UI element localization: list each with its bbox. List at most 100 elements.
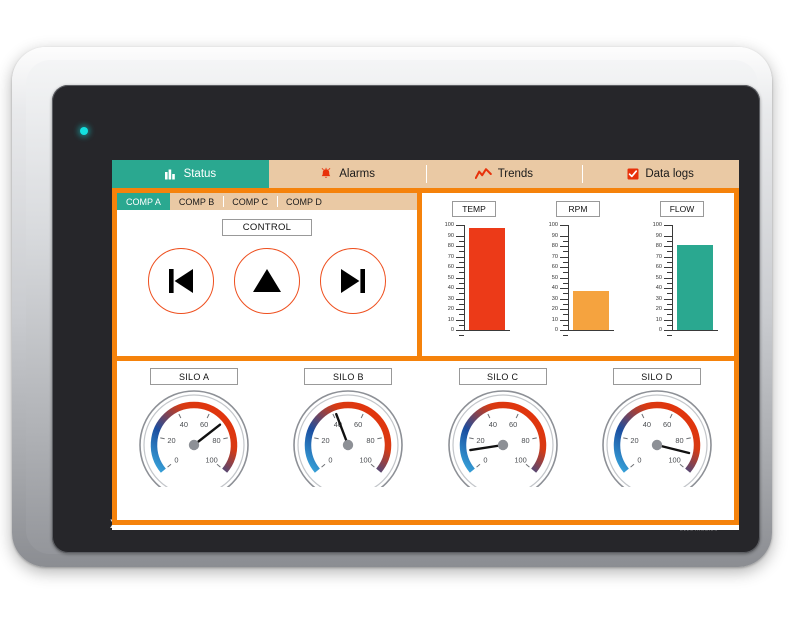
svg-text:100: 100 (514, 455, 526, 464)
svg-text:20: 20 (630, 436, 638, 445)
alarm-bell-icon (319, 167, 333, 181)
svg-text:80: 80 (521, 436, 529, 445)
svg-text:60: 60 (663, 420, 671, 429)
silo-gauge-d-dial: 0 20 40 60 80 100 (587, 389, 727, 500)
tab-trends-label: Trends (497, 168, 534, 180)
control-title: CONTROL (222, 219, 312, 236)
comp-tab-c[interactable]: COMP C (223, 193, 277, 210)
silo-gauge-c: SILO C 0 20 40 60 80 100 (433, 368, 573, 500)
comp-tab-d-label: COMP D (286, 196, 322, 207)
silo-gauge-c-dial: 0 20 40 60 80 100 (433, 389, 573, 500)
svg-text:100: 100 (668, 455, 680, 464)
triangle-up-icon (250, 265, 284, 297)
silo-gauge-b-dial: 0 20 40 60 80 100 (278, 389, 418, 500)
hmi-application: Status Alarms (112, 160, 739, 530)
bar-gauge-temp: TEMP 0 10 20 30 40 50 60 70 80 90 100 (431, 201, 517, 356)
bar-gauge-rpm-bar (573, 291, 609, 330)
comp-tab-a-label: COMP A (126, 196, 161, 207)
control-button-group (117, 248, 417, 314)
comp-tab-b[interactable]: COMP B (170, 193, 223, 210)
svg-text:80: 80 (213, 436, 221, 445)
svg-text:0: 0 (174, 455, 178, 464)
bar-gauge-flow-ticks: 0 10 20 30 40 50 60 70 80 90 100 (646, 222, 672, 337)
svg-text:40: 40 (488, 420, 496, 429)
screen-bezel: X2extreme Beijer ELECTRONICS (52, 85, 760, 553)
main-navbar: Status Alarms (112, 160, 739, 188)
tab-alarms-label: Alarms (339, 168, 376, 180)
bar-gauge-rpm-baseline (568, 330, 614, 332)
power-led-icon (80, 127, 88, 135)
bar-gauge-flow-baseline (672, 330, 718, 332)
svg-text:0: 0 (483, 455, 487, 464)
silo-gauge-d: SILO D 0 20 40 60 80 100 (587, 368, 727, 500)
tab-data-logs-label: Data logs (645, 168, 694, 180)
bar-gauge-flow-axis (672, 225, 674, 330)
content-frame: COMP A COMP B COMP C COMP D (112, 188, 739, 525)
silo-gauge-b-title: SILO B (304, 368, 393, 385)
checkbox-checked-icon (627, 168, 639, 180)
top-row: COMP A COMP B COMP C COMP D (117, 193, 734, 356)
bar-gauge-flow-title: FLOW (660, 201, 704, 217)
svg-text:80: 80 (675, 436, 683, 445)
up-button[interactable] (234, 248, 300, 314)
silo-gauge-b: SILO B 0 20 40 60 80 100 (278, 368, 418, 500)
bar-gauge-rpm: RPM 0 10 20 30 40 50 60 70 80 90 100 (535, 201, 621, 356)
silo-gauge-c-title: SILO C (458, 368, 547, 385)
svg-text:20: 20 (322, 436, 330, 445)
bar-gauge-temp-ticks: 0 10 20 30 40 50 60 70 80 90 100 (438, 222, 464, 337)
vendor-subtitle: ELECTRONICS (680, 528, 718, 533)
comp-tab-d[interactable]: COMP D (277, 193, 331, 210)
comp-tab-filler (331, 193, 417, 210)
svg-text:100: 100 (206, 455, 218, 464)
tab-data-logs[interactable]: Data logs (582, 160, 739, 188)
svg-text:0: 0 (329, 455, 333, 464)
svg-text:0: 0 (637, 455, 641, 464)
bar-gauge-flow-plot: 0 10 20 30 40 50 60 70 80 90 100 (646, 222, 718, 337)
comp-tab-c-label: COMP C (232, 196, 269, 207)
tab-status[interactable]: Status (112, 160, 269, 188)
comp-tab-b-label: COMP B (178, 196, 215, 207)
bar-gauge-temp-title: TEMP (452, 201, 496, 217)
tab-alarms[interactable]: Alarms (269, 160, 426, 188)
silo-gauges-panel: SILO A 0 20 40 60 80 100 SILO B 0 20 40 60 80 100 … (117, 361, 734, 520)
bar-gauge-flow: FLOW 0 10 20 30 40 50 60 70 80 90 100 (639, 201, 725, 356)
bar-gauge-temp-plot: 0 10 20 30 40 50 60 70 80 90 100 (438, 222, 510, 337)
silo-gauge-a-title: SILO A (150, 368, 239, 385)
bar-gauge-rpm-plot: 0 10 20 30 40 50 60 70 80 90 100 (542, 222, 614, 337)
svg-text:20: 20 (168, 436, 176, 445)
svg-text:60: 60 (509, 420, 517, 429)
silo-gauge-group: SILO A 0 20 40 60 80 100 SILO B 0 20 40 60 80 100 … (117, 361, 734, 500)
svg-text:80: 80 (367, 436, 375, 445)
skip-back-icon (163, 264, 199, 298)
control-panel: COMP A COMP B COMP C COMP D (117, 193, 417, 356)
silo-gauge-d-title: SILO D (612, 368, 701, 385)
silo-gauge-a: SILO A 0 20 40 60 80 100 (124, 368, 264, 500)
svg-text:60: 60 (354, 420, 362, 429)
svg-text:20: 20 (476, 436, 484, 445)
svg-text:40: 40 (643, 420, 651, 429)
bar-gauge-temp-bar (469, 228, 505, 330)
bar-gauge-rpm-title: RPM (556, 201, 600, 217)
skip-forward-button[interactable] (320, 248, 386, 314)
bar-gauge-group: TEMP 0 10 20 30 40 50 60 70 80 90 100 (422, 193, 734, 356)
bar-gauges-panel: TEMP 0 10 20 30 40 50 60 70 80 90 100 (422, 193, 734, 356)
bar-gauge-rpm-ticks: 0 10 20 30 40 50 60 70 80 90 100 (542, 222, 568, 337)
svg-text:60: 60 (200, 420, 208, 429)
bar-chart-icon (164, 168, 178, 180)
skip-back-button[interactable] (148, 248, 214, 314)
bar-gauge-temp-baseline (464, 330, 510, 332)
skip-forward-icon (335, 264, 371, 298)
silo-gauge-a-dial: 0 20 40 60 80 100 (124, 389, 264, 500)
svg-text:40: 40 (334, 420, 342, 429)
tab-status-label: Status (183, 168, 217, 180)
trend-line-icon (474, 168, 492, 180)
hmi-device: X2extreme Beijer ELECTRONICS (12, 47, 772, 567)
comp-tab-a[interactable]: COMP A (117, 193, 170, 210)
tab-trends[interactable]: Trends (425, 160, 583, 188)
bar-gauge-flow-bar (677, 244, 713, 330)
bar-gauge-temp-axis (464, 225, 466, 330)
svg-text:100: 100 (360, 455, 372, 464)
bar-gauge-rpm-axis (568, 225, 570, 330)
device-inner-bezel: X2extreme Beijer ELECTRONICS (26, 60, 760, 554)
svg-text:40: 40 (180, 420, 188, 429)
